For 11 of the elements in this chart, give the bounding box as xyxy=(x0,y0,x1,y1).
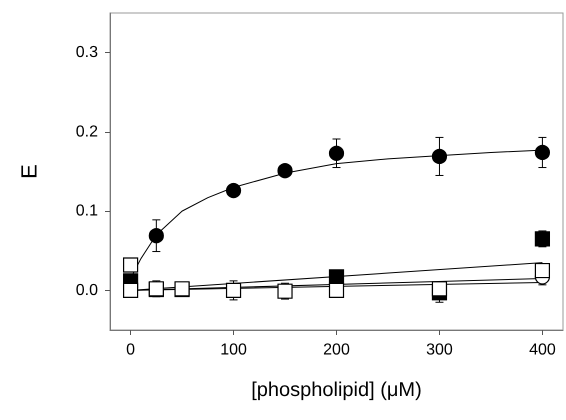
y-tick-label: 0.2 xyxy=(76,123,98,140)
y-tick-label: 0.3 xyxy=(76,44,98,62)
y-tick-label: 0.0 xyxy=(76,282,98,299)
x-axis-title: [phospholipid] (μM) xyxy=(251,379,422,401)
x-tick-label: 100 xyxy=(220,342,247,358)
y-tick-label: 0.1 xyxy=(76,202,98,220)
x-tick-label: 400 xyxy=(529,342,556,358)
x-tick-label: 0 xyxy=(126,342,136,358)
x-tick-label: 200 xyxy=(323,342,350,358)
x-tick-label: 300 xyxy=(426,342,453,358)
y-axis-title: E xyxy=(16,164,42,179)
